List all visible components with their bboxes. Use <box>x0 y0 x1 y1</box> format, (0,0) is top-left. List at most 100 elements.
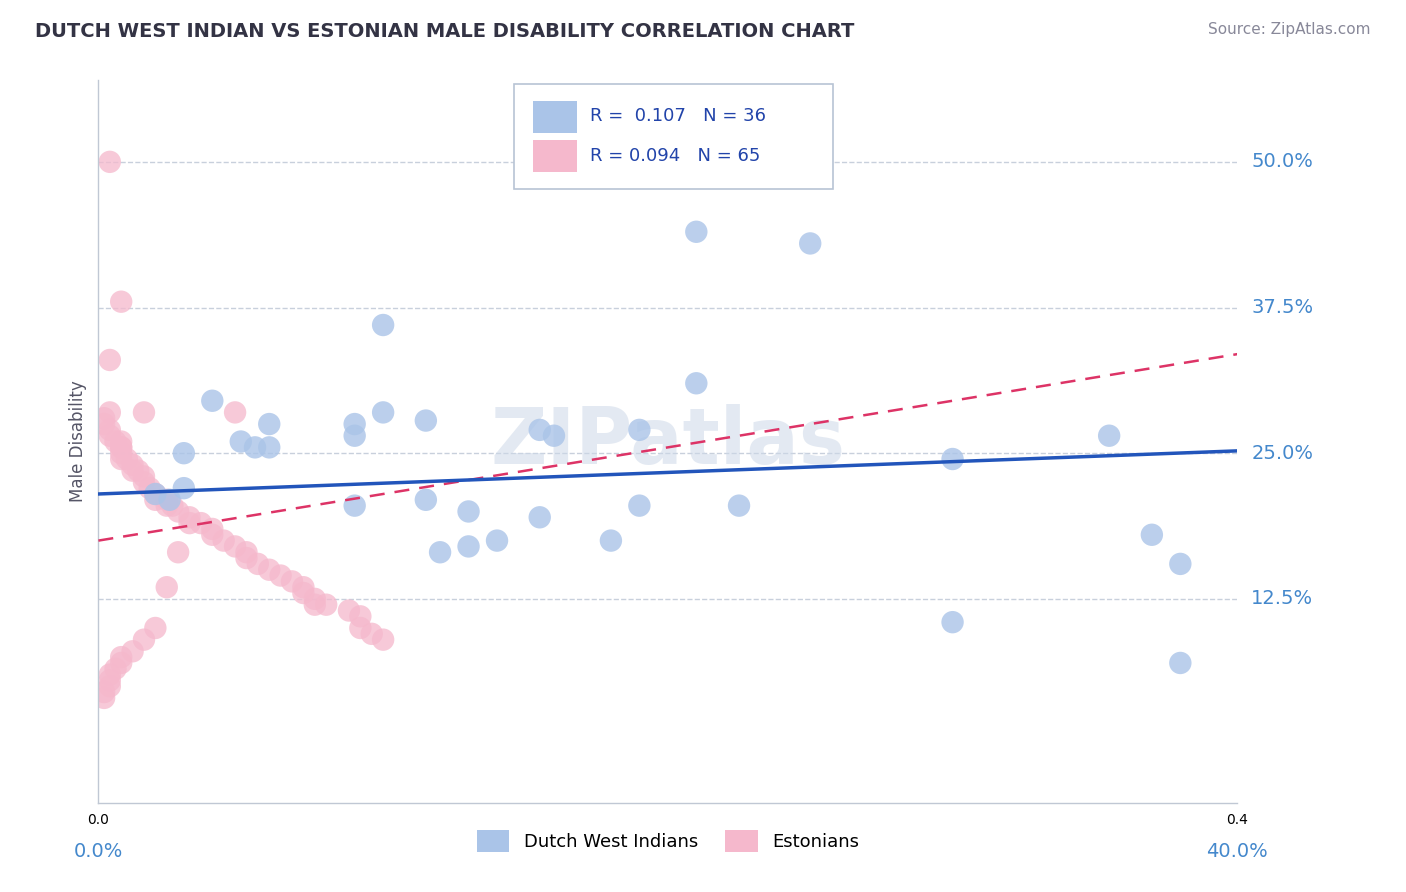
Point <box>201 522 224 536</box>
Point <box>529 423 551 437</box>
Text: 25.0%: 25.0% <box>1251 443 1313 463</box>
Point <box>110 656 132 670</box>
Point <box>98 428 121 442</box>
Point <box>259 563 281 577</box>
Point <box>98 667 121 681</box>
Point <box>93 685 115 699</box>
Point <box>110 434 132 449</box>
Point <box>486 533 509 548</box>
Point <box>270 568 292 582</box>
Point <box>235 545 257 559</box>
Point <box>1098 428 1121 442</box>
Point <box>132 405 155 419</box>
Point <box>728 499 751 513</box>
Point <box>373 318 395 332</box>
Point <box>1170 557 1192 571</box>
Point <box>190 516 212 530</box>
Point <box>110 441 132 455</box>
Point <box>415 492 437 507</box>
Point <box>373 405 395 419</box>
Point <box>93 411 115 425</box>
Point <box>259 417 281 431</box>
Point <box>457 504 479 518</box>
Y-axis label: Male Disability: Male Disability <box>69 381 87 502</box>
Point <box>93 690 115 705</box>
Point <box>201 528 224 542</box>
Point <box>145 621 167 635</box>
Text: 0.0%: 0.0% <box>73 842 124 861</box>
Point <box>110 294 132 309</box>
Legend: Dutch West Indians, Estonians: Dutch West Indians, Estonians <box>477 830 859 852</box>
Point <box>156 580 179 594</box>
Point <box>127 464 149 478</box>
Point <box>162 499 184 513</box>
FancyBboxPatch shape <box>515 84 832 189</box>
Point <box>281 574 304 589</box>
Text: Source: ZipAtlas.com: Source: ZipAtlas.com <box>1208 22 1371 37</box>
Point <box>145 492 167 507</box>
Point <box>685 225 707 239</box>
Point <box>1170 656 1192 670</box>
Point <box>429 545 451 559</box>
Point <box>132 469 155 483</box>
Point <box>1140 528 1163 542</box>
Point <box>292 580 315 594</box>
Text: R = 0.094   N = 65: R = 0.094 N = 65 <box>591 147 761 165</box>
Point <box>292 586 315 600</box>
Point <box>337 603 360 617</box>
Point <box>360 627 382 641</box>
Point <box>179 510 201 524</box>
Point <box>179 516 201 530</box>
Point <box>167 545 190 559</box>
Point <box>628 499 651 513</box>
Point <box>138 481 160 495</box>
Point <box>224 405 246 419</box>
Point <box>98 423 121 437</box>
Point <box>304 591 326 606</box>
Point <box>529 510 551 524</box>
Point <box>173 446 195 460</box>
Point <box>98 353 121 368</box>
Point <box>349 621 371 635</box>
Bar <box>533 101 576 133</box>
Point <box>159 492 181 507</box>
Text: DUTCH WEST INDIAN VS ESTONIAN MALE DISABILITY CORRELATION CHART: DUTCH WEST INDIAN VS ESTONIAN MALE DISAB… <box>35 22 855 41</box>
Point <box>685 376 707 391</box>
Point <box>156 499 179 513</box>
Point <box>343 417 366 431</box>
Point <box>349 609 371 624</box>
Point <box>104 434 127 449</box>
Point <box>132 632 155 647</box>
Point <box>145 487 167 501</box>
Point <box>942 615 965 630</box>
Point <box>543 428 565 442</box>
Point <box>156 492 179 507</box>
Point <box>600 533 623 548</box>
Point <box>104 662 127 676</box>
Point <box>212 533 235 548</box>
Point <box>115 452 138 467</box>
Point <box>229 434 252 449</box>
Point <box>201 393 224 408</box>
Text: 12.5%: 12.5% <box>1251 590 1313 608</box>
Text: 40.0%: 40.0% <box>1206 842 1268 861</box>
Point <box>457 540 479 554</box>
Point <box>132 475 155 490</box>
Point <box>121 644 143 658</box>
Point <box>224 540 246 554</box>
Point <box>942 452 965 467</box>
Point <box>415 413 437 427</box>
Point <box>167 504 190 518</box>
Point <box>304 598 326 612</box>
Point <box>98 673 121 688</box>
Point <box>315 598 337 612</box>
Point <box>98 405 121 419</box>
Point <box>343 428 366 442</box>
Point <box>373 632 395 647</box>
Point <box>98 679 121 693</box>
Point <box>121 464 143 478</box>
Point <box>110 446 132 460</box>
Point <box>799 236 821 251</box>
Point <box>98 154 121 169</box>
Point <box>145 487 167 501</box>
